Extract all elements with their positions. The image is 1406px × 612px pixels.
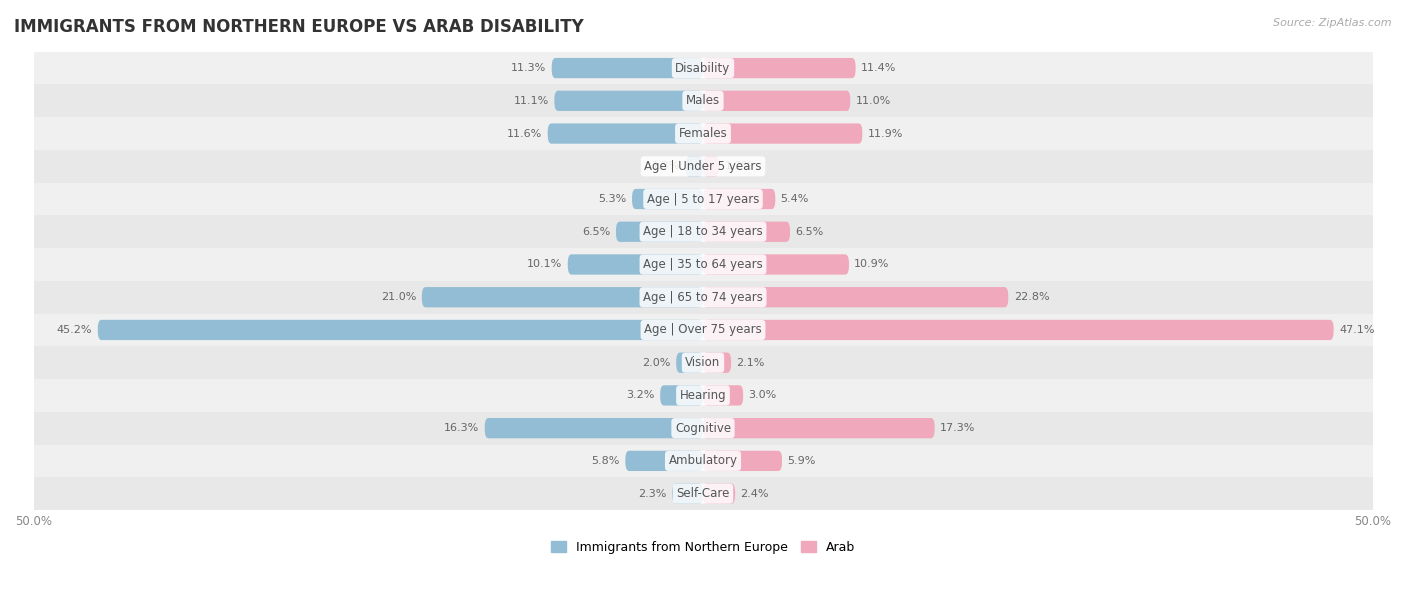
Text: Age | 65 to 74 years: Age | 65 to 74 years [643,291,763,304]
FancyBboxPatch shape [551,58,703,78]
Bar [34,281,1372,313]
Bar [34,150,1372,182]
Text: 10.9%: 10.9% [855,259,890,269]
FancyBboxPatch shape [703,124,862,144]
Bar [34,444,1372,477]
Text: 5.3%: 5.3% [599,194,627,204]
Text: 2.3%: 2.3% [638,488,666,499]
Text: 11.0%: 11.0% [856,96,891,106]
Text: 3.0%: 3.0% [748,390,776,400]
Text: 22.8%: 22.8% [1014,292,1049,302]
Bar [34,346,1372,379]
Text: 6.5%: 6.5% [582,227,610,237]
FancyBboxPatch shape [703,386,744,406]
Bar [34,379,1372,412]
FancyBboxPatch shape [633,189,703,209]
FancyBboxPatch shape [554,91,703,111]
Text: Age | Over 75 years: Age | Over 75 years [644,324,762,337]
Bar [34,313,1372,346]
Legend: Immigrants from Northern Europe, Arab: Immigrants from Northern Europe, Arab [546,536,860,559]
Bar [34,117,1372,150]
Text: 47.1%: 47.1% [1339,325,1375,335]
Text: 3.2%: 3.2% [627,390,655,400]
FancyBboxPatch shape [98,320,703,340]
Text: 11.9%: 11.9% [868,129,903,138]
Text: Source: ZipAtlas.com: Source: ZipAtlas.com [1274,18,1392,28]
FancyBboxPatch shape [703,58,856,78]
Text: Cognitive: Cognitive [675,422,731,435]
FancyBboxPatch shape [703,320,1334,340]
Text: 1.2%: 1.2% [724,162,752,171]
Text: 1.3%: 1.3% [652,162,681,171]
Text: 17.3%: 17.3% [941,423,976,433]
Text: Self-Care: Self-Care [676,487,730,500]
Text: 2.4%: 2.4% [741,488,769,499]
Text: 16.3%: 16.3% [444,423,479,433]
Text: Vision: Vision [685,356,721,369]
FancyBboxPatch shape [703,353,731,373]
Bar [34,52,1372,84]
Bar [34,477,1372,510]
Text: Disability: Disability [675,62,731,75]
Text: 2.0%: 2.0% [643,357,671,368]
Text: Age | 5 to 17 years: Age | 5 to 17 years [647,193,759,206]
Text: Hearing: Hearing [679,389,727,402]
Text: Males: Males [686,94,720,107]
Bar [34,215,1372,248]
FancyBboxPatch shape [703,450,782,471]
Bar [34,182,1372,215]
FancyBboxPatch shape [703,483,735,504]
FancyBboxPatch shape [703,222,790,242]
Bar [34,248,1372,281]
Bar [34,412,1372,444]
Text: 5.4%: 5.4% [780,194,808,204]
Text: 5.9%: 5.9% [787,456,815,466]
FancyBboxPatch shape [703,156,718,176]
FancyBboxPatch shape [676,353,703,373]
Text: 21.0%: 21.0% [381,292,416,302]
Text: Age | 18 to 34 years: Age | 18 to 34 years [643,225,763,238]
Text: 11.4%: 11.4% [860,63,897,73]
Text: 11.6%: 11.6% [508,129,543,138]
FancyBboxPatch shape [703,189,775,209]
FancyBboxPatch shape [485,418,703,438]
Text: 5.8%: 5.8% [592,456,620,466]
FancyBboxPatch shape [703,91,851,111]
Text: Age | Under 5 years: Age | Under 5 years [644,160,762,173]
Text: 11.1%: 11.1% [513,96,548,106]
FancyBboxPatch shape [548,124,703,144]
Text: 2.1%: 2.1% [737,357,765,368]
FancyBboxPatch shape [568,255,703,275]
FancyBboxPatch shape [703,418,935,438]
FancyBboxPatch shape [616,222,703,242]
FancyBboxPatch shape [626,450,703,471]
Text: IMMIGRANTS FROM NORTHERN EUROPE VS ARAB DISABILITY: IMMIGRANTS FROM NORTHERN EUROPE VS ARAB … [14,18,583,36]
Bar [34,84,1372,117]
Text: Females: Females [679,127,727,140]
FancyBboxPatch shape [672,483,703,504]
FancyBboxPatch shape [703,255,849,275]
Text: Ambulatory: Ambulatory [668,454,738,468]
FancyBboxPatch shape [661,386,703,406]
Text: Age | 35 to 64 years: Age | 35 to 64 years [643,258,763,271]
Text: 6.5%: 6.5% [796,227,824,237]
Text: 11.3%: 11.3% [512,63,547,73]
FancyBboxPatch shape [422,287,703,307]
FancyBboxPatch shape [686,156,703,176]
Text: 10.1%: 10.1% [527,259,562,269]
Text: 45.2%: 45.2% [56,325,93,335]
FancyBboxPatch shape [703,287,1008,307]
